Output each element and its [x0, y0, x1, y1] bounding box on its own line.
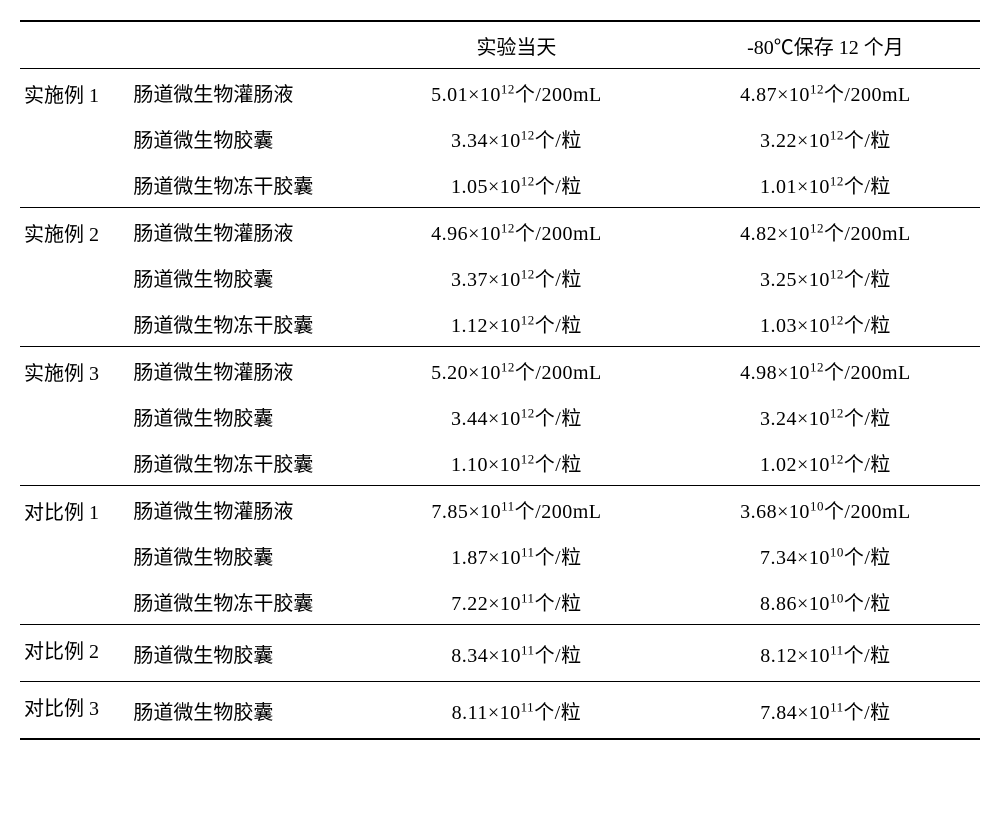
data-table-container: 实验当天 -80℃保存 12 个月 实施例 1肠道微生物灌肠液5.01×1012… — [20, 20, 980, 740]
group-label: 对比例 1 — [20, 486, 133, 625]
value-day0: 1.12×1012个/粒 — [362, 300, 671, 347]
table-body: 实施例 1肠道微生物灌肠液5.01×1012个/200mL4.87×1012个/… — [20, 69, 980, 740]
product-name: 肠道微生物灌肠液 — [133, 486, 362, 533]
value-m12: 4.82×1012个/200mL — [671, 208, 980, 255]
header-m12: -80℃保存 12 个月 — [671, 21, 980, 69]
value-m12: 1.01×1012个/粒 — [671, 161, 980, 208]
table-header-row: 实验当天 -80℃保存 12 个月 — [20, 21, 980, 69]
value-day0: 5.20×1012个/200mL — [362, 347, 671, 394]
table-row: 肠道微生物冻干胶囊1.05×1012个/粒1.01×1012个/粒 — [20, 161, 980, 208]
value-m12: 1.02×1012个/粒 — [671, 439, 980, 486]
group-label: 对比例 3 — [20, 682, 133, 740]
header-day0: 实验当天 — [362, 21, 671, 69]
value-day0: 4.96×1012个/200mL — [362, 208, 671, 255]
value-day0: 3.37×1012个/粒 — [362, 254, 671, 300]
group-label: 实施例 1 — [20, 69, 133, 208]
value-day0: 1.10×1012个/粒 — [362, 439, 671, 486]
product-name: 肠道微生物冻干胶囊 — [133, 161, 362, 208]
table-row: 肠道微生物胶囊3.37×1012个/粒3.25×1012个/粒 — [20, 254, 980, 300]
table-row: 肠道微生物冻干胶囊1.10×1012个/粒1.02×1012个/粒 — [20, 439, 980, 486]
product-name: 肠道微生物冻干胶囊 — [133, 300, 362, 347]
value-m12: 4.87×1012个/200mL — [671, 69, 980, 116]
value-day0: 5.01×1012个/200mL — [362, 69, 671, 116]
table-row: 肠道微生物胶囊1.87×1011个/粒7.34×1010个/粒 — [20, 532, 980, 578]
value-m12: 1.03×1012个/粒 — [671, 300, 980, 347]
value-m12: 8.86×1010个/粒 — [671, 578, 980, 625]
value-m12: 3.24×1012个/粒 — [671, 393, 980, 439]
value-m12: 3.25×1012个/粒 — [671, 254, 980, 300]
product-name: 肠道微生物灌肠液 — [133, 69, 362, 116]
product-name: 肠道微生物灌肠液 — [133, 208, 362, 255]
product-name: 肠道微生物冻干胶囊 — [133, 578, 362, 625]
product-name: 肠道微生物灌肠液 — [133, 347, 362, 394]
table-row: 肠道微生物胶囊3.44×1012个/粒3.24×1012个/粒 — [20, 393, 980, 439]
value-m12: 4.98×1012个/200mL — [671, 347, 980, 394]
product-name: 肠道微生物胶囊 — [133, 393, 362, 439]
value-m12: 8.12×1011个/粒 — [671, 625, 980, 682]
table-row: 肠道微生物胶囊3.34×1012个/粒3.22×1012个/粒 — [20, 115, 980, 161]
product-name: 肠道微生物胶囊 — [133, 115, 362, 161]
table-row: 对比例 3肠道微生物胶囊8.11×1011个/粒7.84×1011个/粒 — [20, 682, 980, 740]
header-blank-1 — [20, 21, 133, 69]
table-row: 实施例 1肠道微生物灌肠液5.01×1012个/200mL4.87×1012个/… — [20, 69, 980, 116]
value-day0: 7.22×1011个/粒 — [362, 578, 671, 625]
product-name: 肠道微生物胶囊 — [133, 532, 362, 578]
value-day0: 7.85×1011个/200mL — [362, 486, 671, 533]
value-m12: 3.22×1012个/粒 — [671, 115, 980, 161]
value-m12: 3.68×1010个/200mL — [671, 486, 980, 533]
table-row: 实施例 2肠道微生物灌肠液4.96×1012个/200mL4.82×1012个/… — [20, 208, 980, 255]
value-day0: 8.11×1011个/粒 — [362, 682, 671, 740]
value-day0: 1.05×1012个/粒 — [362, 161, 671, 208]
value-day0: 1.87×1011个/粒 — [362, 532, 671, 578]
group-label: 对比例 2 — [20, 625, 133, 682]
group-label: 实施例 2 — [20, 208, 133, 347]
table-row: 对比例 1肠道微生物灌肠液7.85×1011个/200mL3.68×1010个/… — [20, 486, 980, 533]
data-table: 实验当天 -80℃保存 12 个月 实施例 1肠道微生物灌肠液5.01×1012… — [20, 20, 980, 740]
product-name: 肠道微生物胶囊 — [133, 625, 362, 682]
table-row: 实施例 3肠道微生物灌肠液5.20×1012个/200mL4.98×1012个/… — [20, 347, 980, 394]
product-name: 肠道微生物胶囊 — [133, 254, 362, 300]
group-label: 实施例 3 — [20, 347, 133, 486]
value-m12: 7.84×1011个/粒 — [671, 682, 980, 740]
table-row: 对比例 2肠道微生物胶囊8.34×1011个/粒8.12×1011个/粒 — [20, 625, 980, 682]
product-name: 肠道微生物冻干胶囊 — [133, 439, 362, 486]
table-row: 肠道微生物冻干胶囊1.12×1012个/粒1.03×1012个/粒 — [20, 300, 980, 347]
value-day0: 3.34×1012个/粒 — [362, 115, 671, 161]
value-day0: 3.44×1012个/粒 — [362, 393, 671, 439]
value-day0: 8.34×1011个/粒 — [362, 625, 671, 682]
table-row: 肠道微生物冻干胶囊7.22×1011个/粒8.86×1010个/粒 — [20, 578, 980, 625]
product-name: 肠道微生物胶囊 — [133, 682, 362, 740]
value-m12: 7.34×1010个/粒 — [671, 532, 980, 578]
header-blank-2 — [133, 21, 362, 69]
